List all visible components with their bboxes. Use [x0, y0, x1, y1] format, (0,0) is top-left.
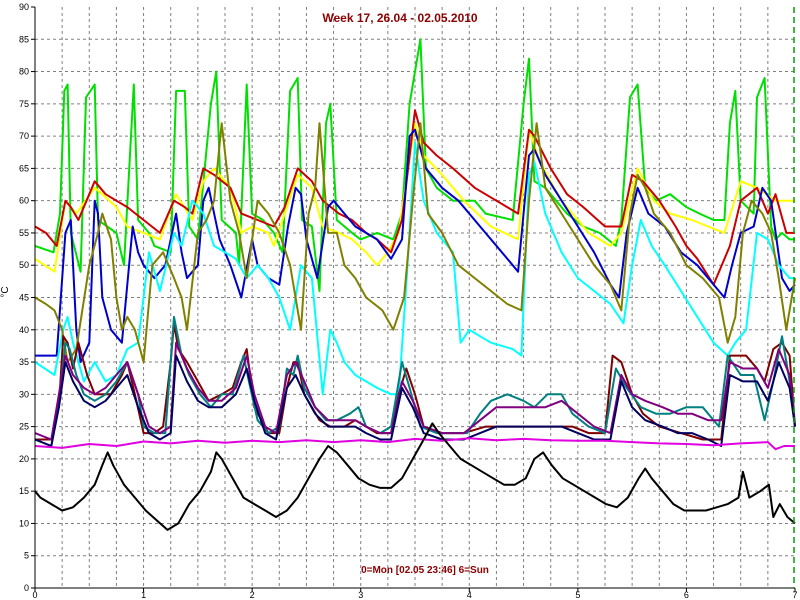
- x-tick-label: 5: [575, 590, 580, 600]
- y-tick-label: 20: [19, 454, 29, 464]
- x-tick-label: 4: [467, 590, 472, 600]
- series-line-10: [34, 354, 796, 447]
- series-line-11: [34, 437, 795, 451]
- y-axis-label: °C: [0, 286, 11, 297]
- y-tick-label: 55: [19, 228, 29, 238]
- y-tick-label: 80: [19, 67, 29, 77]
- y-tick-label: 0: [24, 583, 29, 593]
- y-tick-label: 85: [19, 34, 29, 44]
- series-line-12: [34, 422, 796, 531]
- y-tick-label: 5: [24, 551, 29, 561]
- y-tick-label: 50: [19, 260, 29, 270]
- series-layer: [34, 38, 796, 531]
- y-tick-label: 45: [19, 293, 29, 303]
- series-line-1: [34, 38, 795, 292]
- x-tick-label: 0: [32, 590, 37, 600]
- series-line-2: [34, 122, 795, 273]
- y-tick-label: 30: [19, 389, 29, 399]
- x-tick-label: 6: [684, 590, 689, 600]
- y-tick-label: 40: [19, 325, 29, 335]
- series-line-6: [34, 122, 796, 364]
- chart-title: Week 17, 26.04 - 02.05.2010: [322, 11, 478, 25]
- y-tick-label: 35: [19, 357, 29, 367]
- y-tick-label: 25: [19, 422, 29, 432]
- y-tick-label: 65: [19, 163, 29, 173]
- y-tick-label: 10: [19, 518, 29, 528]
- x-tick-label: 3: [358, 590, 363, 600]
- y-tick-label: 15: [19, 486, 29, 496]
- x-tick-label: 7: [792, 590, 797, 600]
- series-line-3: [34, 109, 795, 286]
- y-tick-label: 75: [19, 99, 29, 109]
- y-tick-label: 60: [19, 196, 29, 206]
- x-tick-label: 1: [141, 590, 146, 600]
- x-tick-label: 2: [250, 590, 255, 600]
- series-line-4: [35, 128, 796, 364]
- y-tick-label: 70: [19, 131, 29, 141]
- chart-footer: 0=Mon [02.05 23:46] 6=Sun: [361, 565, 489, 576]
- series-line-9: [34, 341, 796, 441]
- y-tick-label: 90: [19, 2, 29, 12]
